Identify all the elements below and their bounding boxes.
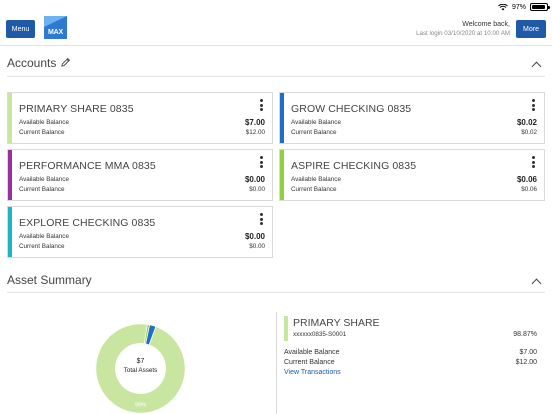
detail-current-label: Current Balance	[284, 359, 335, 366]
total-assets-label: Total Assets	[123, 367, 158, 374]
available-balance-label: Available Balance	[19, 119, 69, 126]
current-balance-label: Current Balance	[19, 243, 65, 250]
view-transactions-link[interactable]: View Transactions	[284, 369, 341, 376]
current-balance-value: $0.06	[521, 186, 537, 193]
current-balance-label: Current Balance	[291, 186, 337, 193]
available-balance-value: $0.02	[516, 118, 537, 127]
account-card-grow-checking[interactable]: GROW CHECKING 0835 Available Balance $0.…	[279, 92, 545, 144]
detail-current-value: $12.00	[515, 359, 537, 366]
accounts-title: Accounts	[7, 56, 57, 70]
account-color-bar	[280, 150, 284, 200]
detail-account-name: PRIMARY SHARE	[293, 317, 380, 329]
available-balance-label: Available Balance	[19, 233, 69, 240]
battery-percent: 97%	[511, 3, 526, 11]
current-balance-label: Current Balance	[291, 129, 337, 136]
current-balance-value: $0.00	[249, 243, 265, 250]
asset-donut-chart[interactable]: 99%	[94, 322, 187, 414]
current-balance-label: Current Balance	[19, 129, 65, 136]
available-balance-value: $0.00	[244, 175, 265, 184]
max-logo[interactable]: MAX	[44, 16, 67, 39]
more-button[interactable]: More	[516, 20, 546, 38]
accounts-divider	[7, 76, 545, 77]
kebab-menu-icon[interactable]	[260, 156, 263, 168]
kebab-menu-icon[interactable]	[260, 213, 263, 225]
app-header: Menu MAX Welcome back, Last login 03/10/…	[0, 12, 552, 46]
last-login-text: Last login 03/10/2020 at 10:00 AM	[416, 30, 510, 37]
available-balance-label: Available Balance	[291, 119, 341, 126]
wifi-icon	[498, 3, 508, 10]
donut-slice-label: 99%	[135, 403, 146, 409]
available-balance-value: $0.06	[516, 175, 537, 184]
kebab-menu-icon[interactable]	[532, 156, 535, 168]
account-card-aspire-checking[interactable]: ASPIRE CHECKING 0835 Available Balance $…	[279, 149, 545, 201]
detail-color-bar	[284, 316, 288, 341]
menu-button[interactable]: Menu	[6, 20, 35, 38]
account-card-explore-checking[interactable]: EXPLORE CHECKING 0835 Available Balance …	[7, 206, 273, 258]
current-balance-value: $12.00	[245, 129, 265, 136]
kebab-menu-icon[interactable]	[532, 99, 535, 111]
available-balance-value: $0.00	[244, 232, 265, 241]
account-name: PRIMARY SHARE 0835	[19, 103, 134, 115]
welcome-block: Welcome back, Last login 03/10/2020 at 1…	[416, 21, 510, 37]
account-color-bar	[8, 207, 12, 257]
kebab-menu-icon[interactable]	[260, 99, 263, 111]
status-bar: 97%	[498, 2, 550, 12]
total-assets-amount: $7	[136, 358, 145, 365]
donut-slice-primary-share[interactable]	[95, 323, 186, 414]
account-color-bar	[8, 150, 12, 200]
accounts-collapse-icon[interactable]	[531, 61, 542, 72]
logo-text: MAX	[48, 29, 63, 36]
account-name: EXPLORE CHECKING 0835	[19, 217, 156, 229]
detail-percent: 98.87%	[513, 331, 537, 338]
account-name: ASPIRE CHECKING 0835	[291, 160, 417, 172]
current-balance-value: $0.02	[521, 129, 537, 136]
account-name: GROW CHECKING 0835	[291, 103, 412, 115]
current-balance-label: Current Balance	[19, 186, 65, 193]
available-balance-label: Available Balance	[19, 176, 69, 183]
available-balance-value: $7.00	[244, 118, 265, 127]
account-card-primary-share[interactable]: PRIMARY SHARE 0835 Available Balance $7.…	[7, 92, 273, 144]
account-color-bar	[280, 93, 284, 143]
detail-account-number: xxxxxx0835-S0001	[293, 331, 347, 338]
account-color-bar	[8, 93, 12, 143]
asset-summary-collapse-icon[interactable]	[531, 278, 542, 289]
detail-available-label: Available Balance	[284, 349, 340, 356]
welcome-text: Welcome back,	[462, 21, 510, 28]
account-name: PERFORMANCE MMA 0835	[19, 160, 156, 172]
battery-icon	[530, 3, 550, 11]
account-card-performance-mma[interactable]: PERFORMANCE MMA 0835 Available Balance $…	[7, 149, 273, 201]
asset-summary-title: Asset Summary	[7, 273, 92, 287]
asset-summary-divider	[7, 292, 545, 293]
donut-center: $7 Total Assets	[94, 358, 187, 374]
summary-vertical-divider	[276, 312, 277, 414]
detail-available-value: $7.00	[519, 349, 537, 356]
donut-slice-grow-checking[interactable]	[145, 324, 157, 346]
current-balance-value: $0.00	[249, 186, 265, 193]
available-balance-label: Available Balance	[291, 176, 341, 183]
edit-pencil-icon[interactable]	[60, 57, 71, 68]
